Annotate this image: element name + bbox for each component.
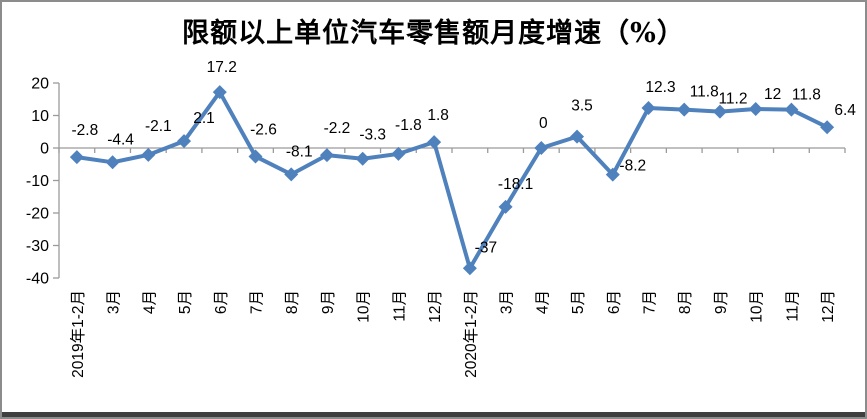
- data-point-label: 11.8: [690, 84, 719, 101]
- data-point-label: 12: [764, 86, 781, 103]
- data-point-label: -4.4: [107, 131, 134, 148]
- x-axis-tick-label: 9月: [320, 290, 337, 314]
- data-point-label: -2.1: [145, 118, 172, 135]
- y-axis-tick-label: -20: [26, 206, 49, 223]
- data-point-marker: [605, 167, 620, 182]
- data-point-marker: [712, 104, 727, 119]
- y-axis-tick-label: -40: [26, 271, 49, 288]
- data-point-marker: [391, 146, 406, 161]
- x-axis-tick-label: 11月: [391, 290, 408, 322]
- series-line: [74, 90, 830, 271]
- data-point-label: 17.2: [207, 59, 237, 76]
- chart-title: 限额以上单位汽车零售额月度增速（%）: [182, 18, 685, 49]
- data-point-label: 11.2: [718, 91, 747, 108]
- data-point-marker: [177, 134, 192, 149]
- data-point-marker: [105, 155, 120, 170]
- data-point-marker: [212, 85, 227, 100]
- data-point-marker: [355, 151, 370, 166]
- data-point-marker: [677, 102, 692, 117]
- data-point-label: 11.8: [792, 87, 821, 104]
- x-axis-tick-label: 3月: [499, 290, 516, 314]
- data-point-label: 12.3: [645, 79, 675, 96]
- data-point-label: 1.8: [427, 107, 449, 124]
- x-axis-tick-label: 4月: [534, 290, 551, 314]
- data-point-label: -8.2: [619, 158, 646, 175]
- x-axis-tick-label: 8月: [284, 290, 301, 314]
- data-point-marker: [641, 101, 656, 116]
- x-axis-tick-label: 6月: [213, 290, 230, 314]
- x-axis-tick-label: 3月: [106, 290, 123, 314]
- x-axis-tick-label: 11月: [784, 290, 801, 322]
- data-point-marker: [570, 129, 585, 144]
- x-axis-tick-label: 5月: [570, 290, 587, 314]
- data-point-label: 2.1: [193, 110, 215, 127]
- x-axis-tick-label: 5月: [177, 290, 194, 314]
- data-point-label: -2.2: [324, 120, 351, 137]
- x-axis-tick-label: 6月: [606, 290, 623, 314]
- y-axis-tick-label: 20: [31, 76, 49, 93]
- x-axis-tick-label: 8月: [677, 290, 694, 314]
- y-axis-tick-label: -10: [26, 173, 49, 190]
- x-axis-tick-label: 10月: [356, 290, 373, 323]
- data-point-label: -8.1: [286, 143, 313, 160]
- window-bottom-edge: [2, 412, 865, 417]
- data-point-marker: [248, 149, 263, 164]
- x-axis-tick-label: 12月: [427, 290, 444, 323]
- data-point-label: -2.6: [250, 121, 277, 138]
- data-point-marker: [534, 141, 549, 155]
- data-point-label: -2.8: [72, 122, 99, 139]
- y-axis-tick-label: -30: [26, 238, 49, 255]
- data-point-marker: [319, 148, 334, 163]
- x-axis-tick-label: 2020年1-2月: [462, 290, 480, 378]
- x-axis-tick-label: 7月: [642, 290, 659, 314]
- data-point-label: -1.8: [395, 117, 422, 134]
- data-point-marker: [69, 150, 84, 165]
- data-point-marker: [748, 102, 763, 116]
- data-point-marker: [462, 261, 477, 276]
- data-point-label: -18.1: [498, 176, 533, 193]
- data-point-marker: [820, 120, 835, 135]
- y-axis-tick-label: 10: [31, 108, 49, 125]
- x-axis-tick-label: 2019年1-2月: [69, 290, 87, 378]
- data-point-marker: [784, 102, 799, 117]
- data-point-label: 6.4: [834, 102, 856, 119]
- data-point-marker: [427, 135, 442, 150]
- data-point-label: 0: [539, 115, 548, 132]
- data-point-label: 3.5: [571, 98, 593, 115]
- x-axis-tick-label: 7月: [249, 290, 266, 314]
- x-axis-tick-label: 4月: [141, 290, 158, 314]
- data-point-label: -37: [475, 239, 497, 256]
- data-point-marker: [141, 147, 156, 162]
- data-point-label: -3.3: [359, 127, 386, 144]
- x-axis-tick-label: 10月: [749, 290, 766, 323]
- x-axis-tick-label: 12月: [820, 290, 837, 323]
- x-axis-tick-label: 9月: [713, 290, 730, 314]
- y-axis-tick-label: 0: [40, 141, 49, 158]
- data-point-marker: [498, 199, 513, 214]
- data-point-marker: [284, 167, 299, 182]
